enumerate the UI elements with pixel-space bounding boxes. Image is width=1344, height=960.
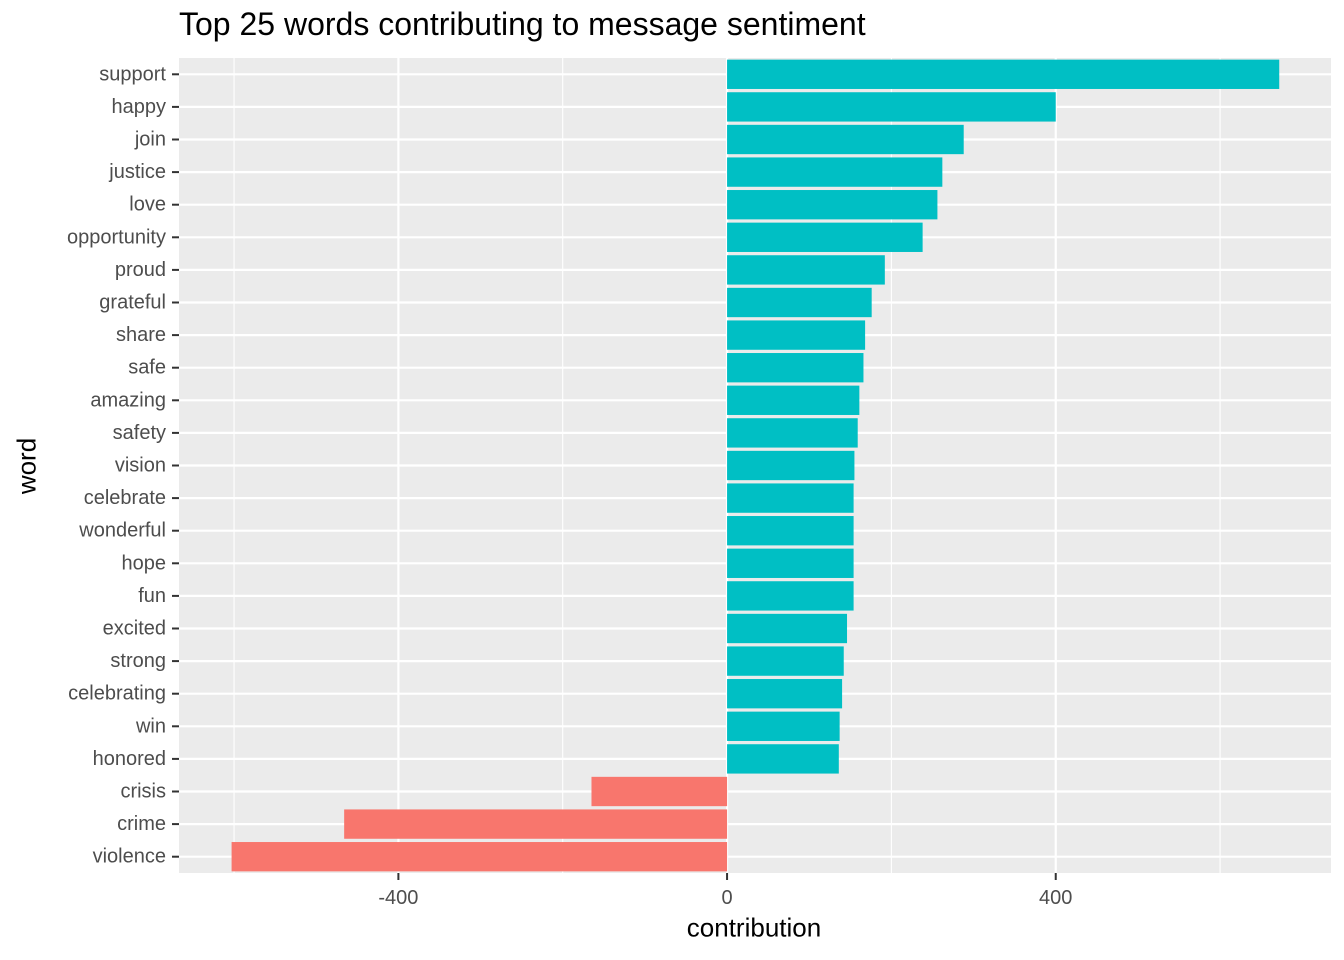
bar-justice (727, 157, 943, 187)
bar-love (727, 190, 938, 220)
y-tick-label: amazing (90, 389, 166, 411)
bar-win (727, 711, 840, 741)
x-tick-label: 400 (1039, 887, 1072, 909)
bar-support (727, 59, 1280, 89)
y-tick-label: celebrate (84, 487, 166, 509)
y-tick-label: violence (93, 846, 166, 868)
y-tick-label: happy (112, 96, 167, 118)
bar-safe (727, 353, 864, 383)
bar-happy (727, 92, 1056, 122)
bar-grateful (727, 287, 872, 318)
bar-crisis (591, 776, 728, 807)
y-tick-label: opportunity (67, 226, 166, 248)
bar-opportunity (727, 222, 923, 252)
y-tick-label: strong (110, 650, 166, 672)
y-tick-label: love (129, 194, 166, 216)
y-tick-label: grateful (99, 292, 166, 314)
y-tick-label: proud (115, 259, 166, 281)
bar-excited (727, 613, 848, 644)
x-tick-label: 0 (722, 887, 733, 909)
y-tick-label: support (99, 63, 166, 85)
y-tick-label: honored (93, 748, 166, 770)
y-tick-label: win (135, 715, 166, 737)
bar-proud (727, 255, 885, 285)
bar-amazing (727, 385, 860, 415)
bar-celebrating (727, 679, 843, 709)
bar-violence (231, 842, 728, 872)
x-tick-label: -400 (378, 887, 418, 909)
y-tick-label: crime (117, 813, 166, 835)
bar-strong (727, 646, 844, 676)
bar-fun (727, 581, 854, 611)
y-tick-label: share (116, 324, 166, 346)
y-tick-label: justice (108, 161, 166, 183)
y-tick-label: celebrating (68, 683, 166, 705)
bar-join (727, 124, 964, 155)
y-tick-label: join (134, 129, 166, 151)
chart-title: Top 25 words contributing to message sen… (179, 6, 866, 42)
y-tick-label: vision (115, 455, 166, 477)
bar-share (727, 320, 866, 350)
bar-safety (727, 418, 858, 448)
y-tick-label: hope (122, 552, 167, 574)
x-axis-title: contribution (686, 912, 822, 943)
bar-wonderful (727, 516, 854, 546)
y-tick-label: excited (103, 618, 166, 640)
bar-hope (727, 548, 854, 578)
y-tick-label: crisis (120, 781, 166, 803)
bar-honored (727, 744, 839, 774)
y-tick-label: wonderful (78, 520, 166, 542)
y-tick-label: safety (113, 422, 166, 444)
bar-vision (727, 450, 855, 481)
bar-crime (344, 809, 728, 839)
bar-celebrate (727, 483, 854, 513)
y-tick-label: safe (128, 357, 166, 379)
y-tick-label: fun (138, 585, 166, 607)
